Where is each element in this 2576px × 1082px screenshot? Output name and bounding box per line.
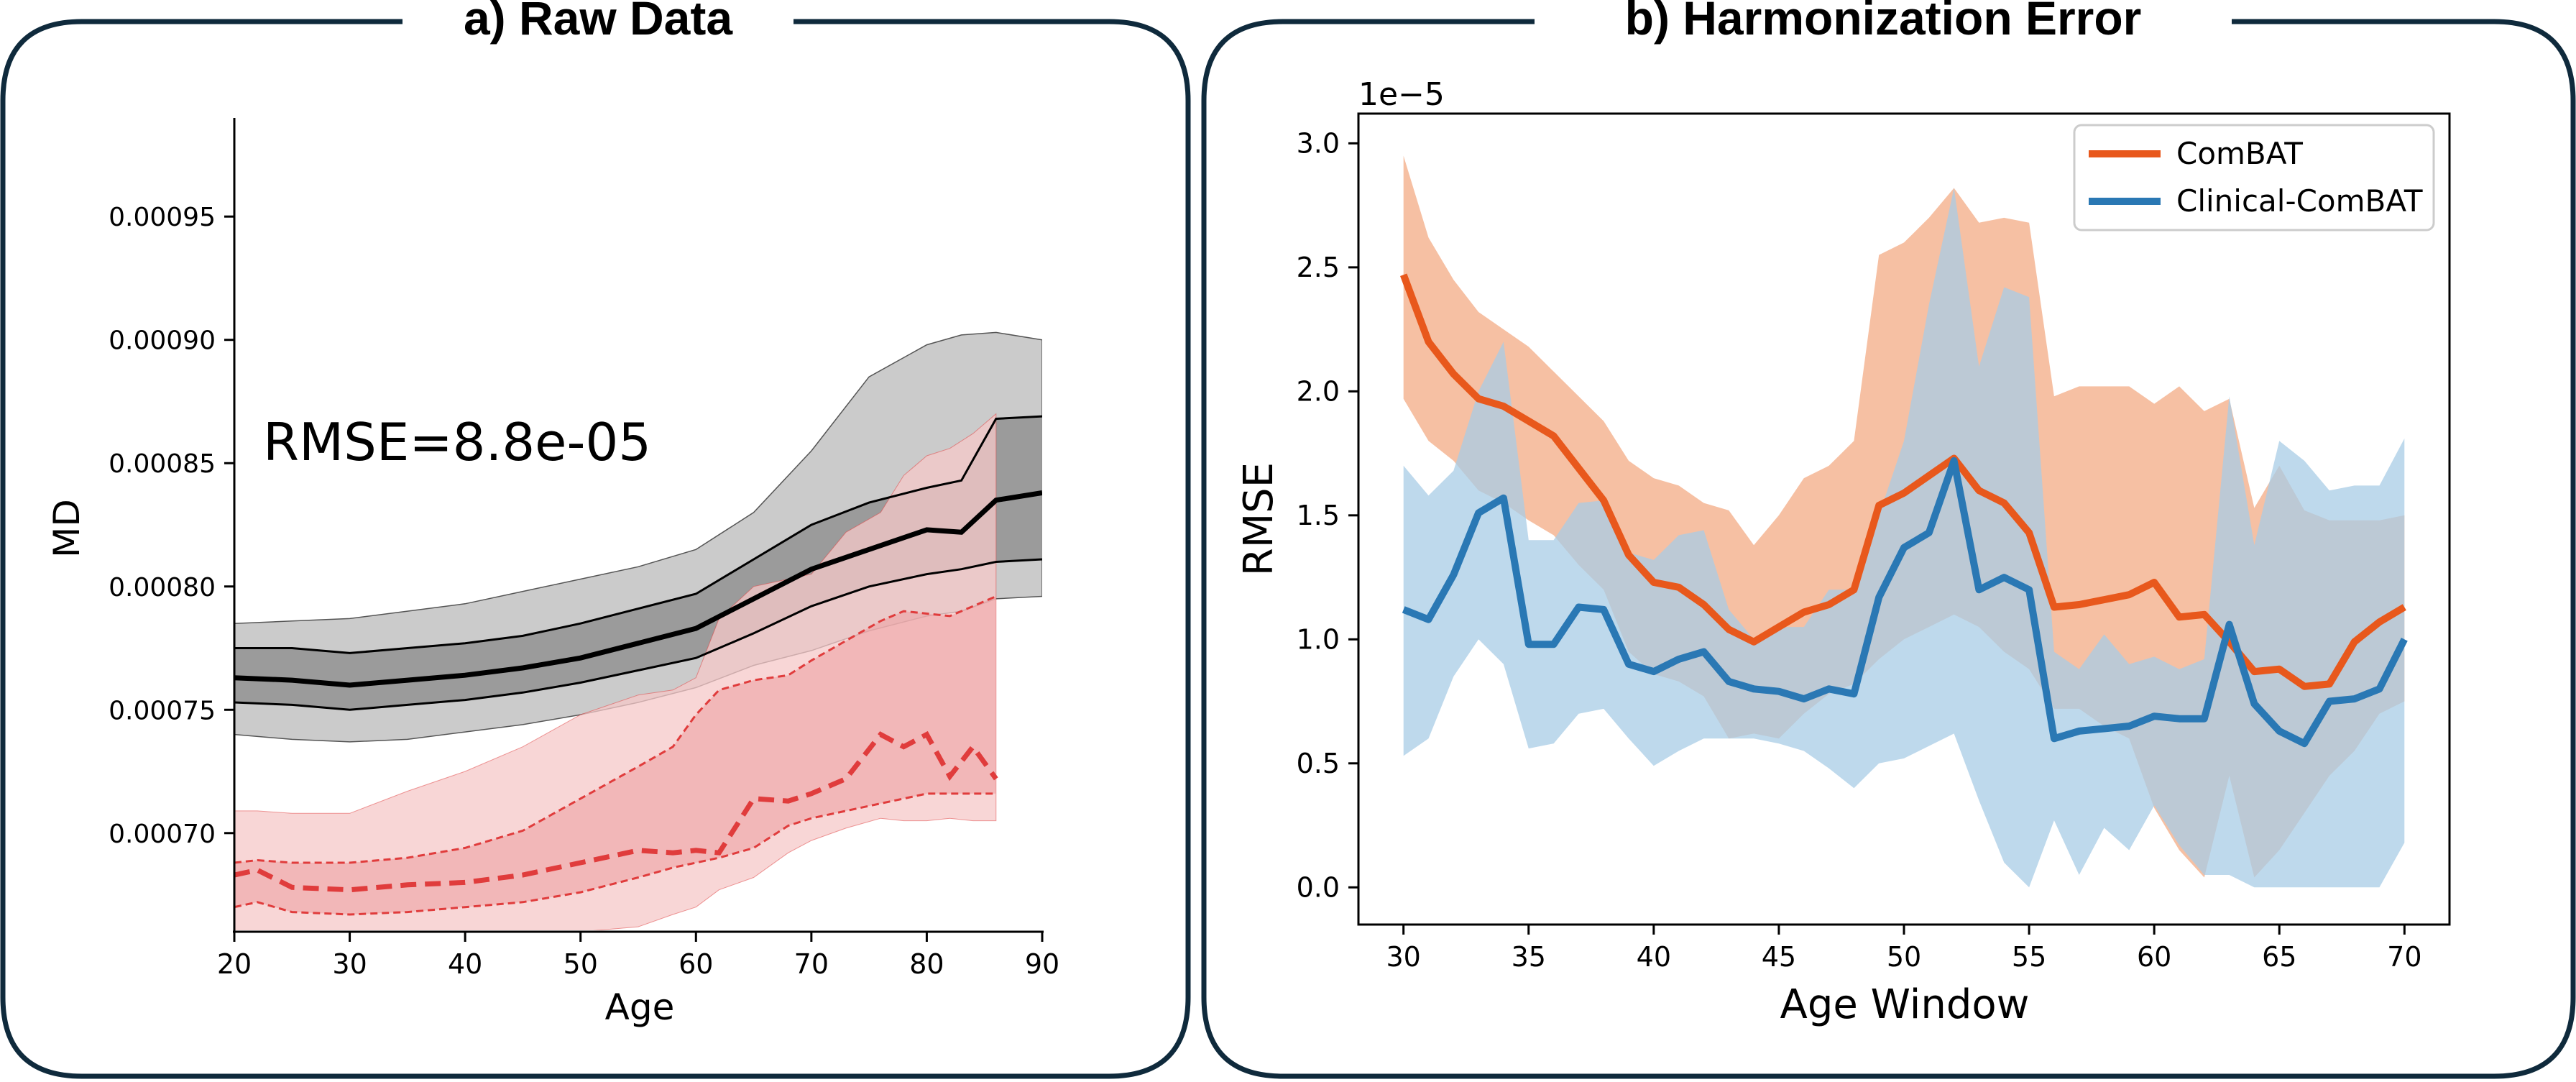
panel-a-title: a) Raw Data bbox=[464, 0, 733, 45]
error-x-tick-label: 35 bbox=[1512, 941, 1546, 973]
error-y-tick-label: 0.0 bbox=[1297, 871, 1340, 903]
error-x-tick-label: 45 bbox=[1762, 941, 1796, 973]
error-x-tick-label: 55 bbox=[2012, 941, 2046, 973]
raw-y-tick-label: 0.00070 bbox=[109, 820, 216, 849]
legend-label-clinical-combat: Clinical-ComBAT bbox=[2176, 183, 2423, 219]
error-x-tick-label: 60 bbox=[2137, 941, 2171, 973]
rmse-annotation: RMSE=8.8e-05 bbox=[263, 412, 651, 472]
error-y-tick-label: 1.5 bbox=[1297, 500, 1340, 531]
error-x-tick-label: 30 bbox=[1386, 941, 1420, 973]
raw-x-tick-label: 20 bbox=[217, 948, 252, 980]
raw-site-inner-band bbox=[234, 596, 996, 914]
error-y-tick-label: 1.0 bbox=[1297, 623, 1340, 655]
raw-x-tick-label: 30 bbox=[332, 948, 367, 980]
raw-site-mean-line bbox=[234, 730, 998, 893]
clinical-combat-line bbox=[1402, 457, 2408, 748]
legend-box bbox=[2073, 124, 2435, 231]
raw-reference-lower-line bbox=[234, 558, 1042, 711]
clinical-combat-band bbox=[1403, 188, 2405, 888]
harmonization-error-chart: 30 35 40 45 50 55 60 65 700.00.51.01.52.02.53.0 … bbox=[1236, 76, 2451, 1028]
raw-y-tick-label: 0.00080 bbox=[109, 573, 216, 602]
panel-a-frame bbox=[0, 19, 1191, 1079]
panel-a-title-bg bbox=[402, 0, 794, 45]
error-x-axis-label: Age Window bbox=[1780, 981, 2030, 1028]
error-y-tick-label: 2.0 bbox=[1297, 375, 1340, 407]
raw-data-chart: 20 30 40 50 60 70 80 90 0.00070 0.00075 0.00080 0.0… bbox=[46, 118, 1059, 1028]
raw-y-tick-label: 0.00075 bbox=[109, 696, 216, 725]
error-x-tick-label: 70 bbox=[2387, 941, 2421, 973]
error-x-tick-label: 50 bbox=[1887, 941, 1921, 973]
raw-y-tick-label: 0.00085 bbox=[109, 449, 216, 479]
legend: ComBAT Clinical-ComBAT bbox=[2073, 124, 2435, 231]
error-y-tick-label: 2.5 bbox=[1297, 252, 1340, 283]
raw-x-tick-label: 90 bbox=[1025, 948, 1059, 980]
raw-ticks: 20 30 40 50 60 70 80 90 0.00070 0.00075 0.00080 0.0… bbox=[109, 203, 1059, 980]
panel-b-title-bg bbox=[1535, 0, 2232, 45]
legend-label-combat: ComBAT bbox=[2176, 136, 2303, 171]
raw-data-lines bbox=[234, 415, 1042, 916]
error-y-tick-label: 0.5 bbox=[1297, 748, 1340, 779]
raw-x-tick-label: 40 bbox=[448, 948, 482, 980]
error-x-tick-label: 65 bbox=[2262, 941, 2296, 973]
raw-x-tick-label: 60 bbox=[678, 948, 713, 980]
raw-reference-upper-line bbox=[234, 415, 1042, 654]
raw-x-tick-label: 50 bbox=[564, 948, 598, 980]
raw-x-tick-label: 80 bbox=[909, 948, 944, 980]
raw-y-tick-label: 0.00095 bbox=[109, 203, 216, 232]
raw-x-axis-label: Age bbox=[605, 986, 675, 1028]
error-lines bbox=[1400, 273, 2408, 748]
error-y-axis-label: RMSE bbox=[1236, 462, 1282, 576]
panel-b-title: b) Harmonization Error bbox=[1625, 0, 2142, 45]
error-x-tick-label: 40 bbox=[1637, 941, 1671, 973]
raw-site-upper-line bbox=[234, 595, 997, 864]
panel-b-frame bbox=[1201, 19, 2576, 1079]
error-ticks: 30 35 40 45 50 55 60 65 70 0.0 0.5 1.0 1.5 2.0 2.5 3.0 bbox=[1297, 127, 2422, 973]
raw-y-axis-label: MD bbox=[46, 499, 88, 558]
raw-x-tick-label: 70 bbox=[794, 948, 829, 980]
error-plot-area bbox=[1403, 155, 2405, 888]
error-y-tick-label: 3.0 bbox=[1297, 127, 1340, 159]
raw-y-tick-label: 0.00090 bbox=[109, 326, 216, 356]
raw-reference-mean-line bbox=[234, 490, 1042, 688]
error-scale-label: 1e−5 bbox=[1358, 76, 1445, 113]
